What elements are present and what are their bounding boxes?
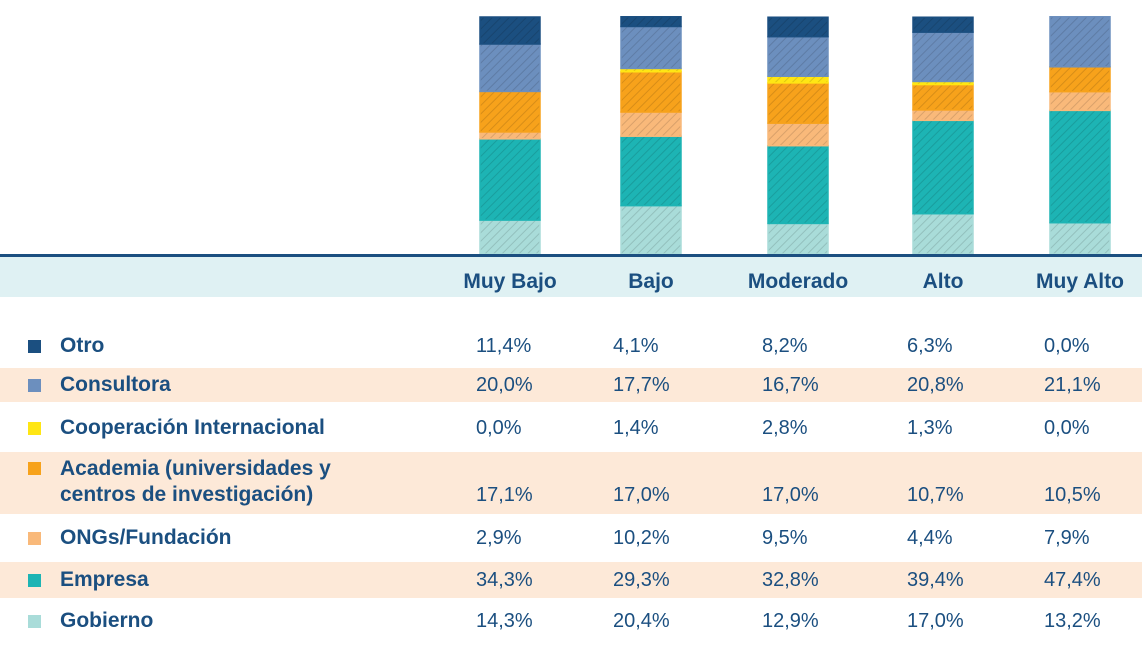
table-row: Empresa 34,3% 29,3% 32,8% 39,4% 47,4% (0, 562, 1142, 598)
cell-value: 4,4% (907, 527, 953, 549)
header-rule (0, 254, 1142, 257)
legend-marker (28, 462, 41, 475)
cell-value: 12,9% (762, 610, 819, 632)
cell-value: 8,2% (762, 335, 808, 357)
cell-value: 17,0% (907, 610, 964, 632)
bar-segment (620, 70, 682, 113)
column-header: Muy Bajo (463, 270, 557, 293)
bar-segment (912, 83, 974, 111)
cell-value: 20,4% (613, 610, 670, 632)
bar-segment (1049, 221, 1111, 255)
bar-segment (767, 35, 829, 77)
row-label: Otro (60, 334, 105, 357)
bar-segment (767, 16, 829, 38)
table-row: Consultora 20,0% 17,7% 16,7% 20,8% 21,1% (0, 368, 1142, 402)
cell-value: 34,3% (476, 569, 533, 591)
table-row: Academia (universidades y centros de inv… (0, 452, 1142, 514)
cell-value: 20,8% (907, 374, 964, 396)
bar-segment (620, 204, 682, 255)
bar-segment (479, 43, 541, 93)
legend-marker (28, 573, 41, 587)
cell-value: 2,9% (476, 527, 522, 549)
bar-segment (479, 16, 541, 45)
cell-value: 17,7% (613, 374, 670, 396)
cell-value: 16,7% (762, 374, 819, 396)
row-label: Empresa (60, 568, 149, 591)
cell-value: 4,1% (613, 335, 659, 357)
bar-chart (479, 16, 1111, 255)
bar-segment (912, 109, 974, 122)
cell-value: 6,3% (907, 335, 953, 357)
row-label: ONGs/Fundación (60, 526, 232, 549)
bar-segment (767, 144, 829, 225)
column-header: Bajo (628, 270, 674, 293)
cell-value: 1,3% (907, 417, 953, 439)
cell-value: 0,0% (476, 417, 522, 439)
cell-value: 39,4% (907, 569, 964, 591)
row-label: Gobierno (60, 609, 154, 632)
table-row: Cooperación Internacional 0,0% 1,4% 2,8% 1,3… (0, 408, 1142, 448)
column-header: Alto (922, 270, 964, 293)
bar-segment (912, 31, 974, 83)
bar-segment (1049, 66, 1111, 93)
bar-segment (620, 16, 682, 28)
cell-value: 13,2% (1044, 610, 1101, 632)
cell-value: 7,9% (1044, 527, 1090, 549)
cell-value: 9,5% (762, 527, 808, 549)
bar-segment (479, 219, 541, 255)
bar-segment (1049, 90, 1111, 112)
row-label: Consultora (60, 373, 171, 396)
cell-value: 29,3% (613, 569, 670, 591)
bar-segment (767, 222, 829, 255)
cell-value: 10,7% (907, 484, 964, 506)
row-label: Cooperación Internacional (60, 416, 325, 439)
bar-segment (620, 111, 682, 137)
bar-segment (479, 138, 541, 221)
cell-value: 0,0% (1044, 417, 1090, 439)
cell-value: 17,0% (762, 484, 819, 506)
cell-value: 10,2% (613, 527, 670, 549)
legend-marker (28, 378, 41, 392)
cell-value: 21,1% (1044, 374, 1101, 396)
cell-value: 1,4% (613, 417, 659, 439)
bar-segment (767, 82, 829, 124)
table-row: Otro 11,4% 4,1% 8,2% 6,3% 0,0% (0, 326, 1142, 366)
bar-segment (620, 135, 682, 207)
bar-segment (1049, 109, 1111, 224)
bar-segment (767, 122, 829, 147)
legend-marker (28, 421, 41, 435)
bar-segment (479, 131, 541, 140)
cell-value: 17,0% (613, 484, 670, 506)
cell-value: 17,1% (476, 484, 533, 506)
bar-segment (912, 16, 974, 33)
column-header: Muy Alto (1036, 270, 1124, 293)
bar-segment (767, 75, 829, 84)
cell-value: 32,8% (762, 569, 819, 591)
column-header: Moderado (747, 270, 849, 293)
cell-value: 11,4% (476, 335, 532, 357)
legend-marker (28, 339, 41, 353)
row-label: Academia (universidades y centros de inv… (60, 457, 331, 506)
cell-value: 47,4% (1044, 569, 1101, 591)
header-band (0, 257, 1142, 297)
cell-value: 14,3% (476, 610, 533, 632)
bar-segment (912, 212, 974, 255)
legend-marker (28, 531, 41, 545)
cell-value: 0,0% (1044, 335, 1090, 357)
bar-segment (479, 90, 541, 133)
legend-marker (28, 614, 41, 628)
bar-segment (912, 119, 974, 215)
table-row: ONGs/Fundación 2,9% 10,2% 9,5% 4,4% 7,9% (0, 518, 1142, 558)
cell-value: 10,5% (1044, 484, 1101, 506)
bar-segment (1049, 16, 1111, 68)
cell-value: 2,8% (762, 417, 808, 439)
cell-value: 20,0% (476, 374, 533, 396)
table-row: Gobierno 14,3% 20,4% 12,9% 17,0% 13,2% (0, 602, 1142, 640)
bar-segment (620, 25, 682, 70)
